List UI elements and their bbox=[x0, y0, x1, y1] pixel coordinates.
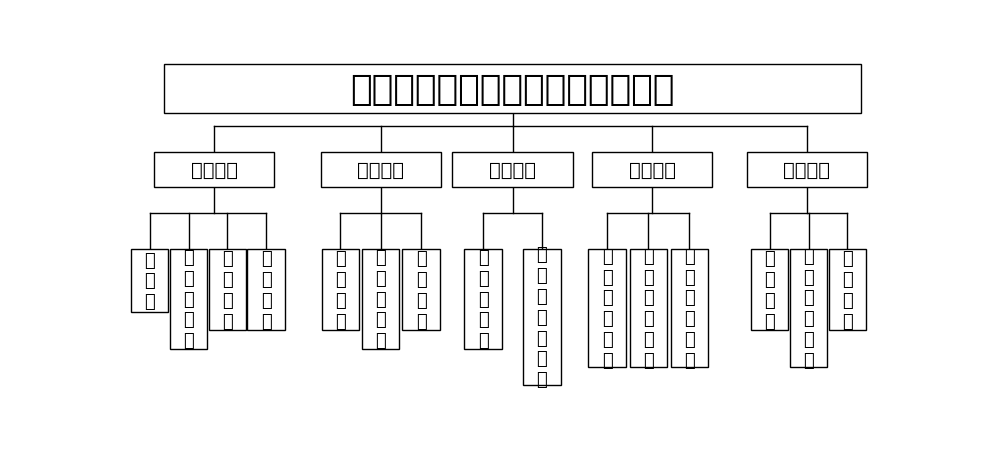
FancyBboxPatch shape bbox=[209, 249, 246, 331]
FancyBboxPatch shape bbox=[154, 153, 274, 188]
Text: 实
时
预
警: 实 时 预 警 bbox=[261, 250, 271, 330]
FancyBboxPatch shape bbox=[630, 249, 667, 367]
Text: 统
计
数
据
查
询: 统 计 数 据 查 询 bbox=[643, 247, 654, 369]
Text: 有
效
面
雨
量
检
验: 有 效 面 雨 量 检 验 bbox=[537, 246, 547, 389]
FancyBboxPatch shape bbox=[322, 249, 359, 331]
Text: 文
档
数
据
查
询: 文 档 数 据 查 询 bbox=[684, 247, 695, 369]
FancyBboxPatch shape bbox=[747, 153, 867, 188]
Text: 长
期
预
报: 长 期 预 报 bbox=[416, 250, 426, 330]
Text: 降
雨
量: 降 雨 量 bbox=[144, 251, 155, 310]
FancyBboxPatch shape bbox=[829, 249, 866, 331]
Text: 复杂地形流域的降水预报预警系统: 复杂地形流域的降水预报预警系统 bbox=[350, 73, 675, 106]
FancyBboxPatch shape bbox=[588, 249, 626, 367]
FancyBboxPatch shape bbox=[592, 153, 712, 188]
FancyBboxPatch shape bbox=[523, 249, 561, 385]
FancyBboxPatch shape bbox=[790, 249, 827, 367]
Text: 天气实况: 天气实况 bbox=[191, 161, 238, 180]
Text: 土
壤
湿
度: 土 壤 湿 度 bbox=[222, 250, 233, 330]
Text: 历
史
数
据
查
询: 历 史 数 据 查 询 bbox=[602, 247, 612, 369]
FancyBboxPatch shape bbox=[247, 249, 285, 331]
Text: 预报检验: 预报检验 bbox=[489, 161, 536, 180]
Text: 后台管理: 后台管理 bbox=[784, 161, 830, 180]
FancyBboxPatch shape bbox=[362, 249, 399, 349]
Text: 基
础
信
息
管
理: 基 础 信 息 管 理 bbox=[803, 247, 814, 369]
FancyBboxPatch shape bbox=[402, 249, 440, 331]
Text: 降
雨
量
检
验: 降 雨 量 检 验 bbox=[478, 248, 488, 349]
FancyBboxPatch shape bbox=[751, 249, 788, 331]
Text: 配
置
管
理: 配 置 管 理 bbox=[842, 250, 853, 330]
FancyBboxPatch shape bbox=[671, 249, 708, 367]
Text: 用
户
管
理: 用 户 管 理 bbox=[764, 250, 775, 330]
Text: 有
效
面
雨
量: 有 效 面 雨 量 bbox=[183, 248, 194, 349]
FancyBboxPatch shape bbox=[452, 153, 573, 188]
FancyBboxPatch shape bbox=[164, 65, 861, 114]
Text: 短
临
预
报: 短 临 预 报 bbox=[335, 250, 346, 330]
FancyBboxPatch shape bbox=[464, 249, 502, 349]
Text: 短
中
期
预
报: 短 中 期 预 报 bbox=[375, 248, 386, 349]
FancyBboxPatch shape bbox=[131, 249, 168, 313]
Text: 信息查询: 信息查询 bbox=[629, 161, 676, 180]
FancyBboxPatch shape bbox=[170, 249, 207, 349]
Text: 天气预报: 天气预报 bbox=[357, 161, 404, 180]
FancyBboxPatch shape bbox=[321, 153, 441, 188]
